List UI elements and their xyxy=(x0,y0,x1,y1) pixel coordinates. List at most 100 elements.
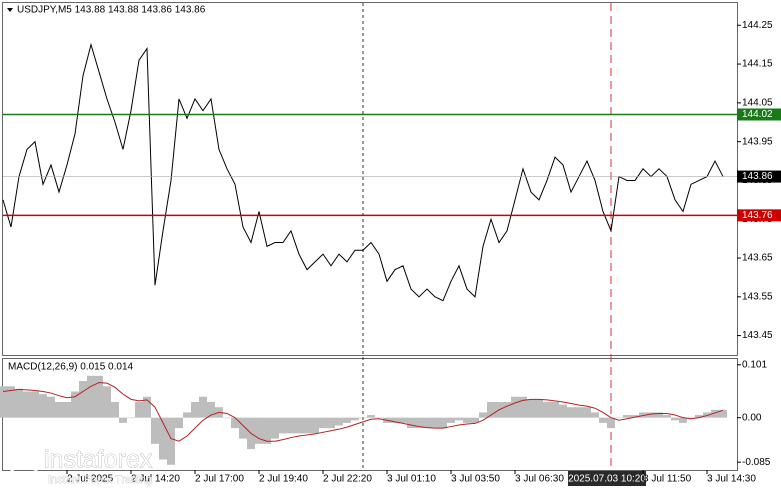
x-tick-label: 3 Jul 11:50 xyxy=(643,474,692,485)
histogram-bar xyxy=(719,409,727,418)
level-label: 144.02 xyxy=(742,109,773,120)
histogram-bar xyxy=(623,415,631,418)
histogram-bar xyxy=(31,391,39,418)
histogram-bar xyxy=(711,409,719,418)
histogram-bar xyxy=(399,417,407,423)
histogram-bar xyxy=(135,401,143,418)
histogram-bar xyxy=(431,417,439,429)
histogram-bar xyxy=(639,412,647,418)
histogram-bar xyxy=(551,401,559,418)
signal-line xyxy=(2,382,724,442)
histogram-bar xyxy=(535,399,543,418)
x-tick-label: 3 Jul 01:10 xyxy=(387,474,436,485)
histogram-bar xyxy=(63,401,71,418)
histogram-bar xyxy=(567,407,575,418)
histogram-bar xyxy=(335,417,343,426)
histogram-bar xyxy=(47,396,55,418)
x-tick-label: 2 Jul 22:20 xyxy=(323,474,372,485)
histogram-bar xyxy=(575,407,583,418)
histogram-bar xyxy=(71,391,79,418)
histogram-bar xyxy=(503,401,511,418)
menu-triangle xyxy=(7,8,13,12)
histogram-bar xyxy=(367,415,375,418)
last-price-bg xyxy=(737,170,781,183)
watermark: instaforex Instant Forex Trading xyxy=(8,445,153,486)
histogram-bar xyxy=(455,417,463,421)
histogram-bar xyxy=(55,401,63,418)
histogram-bar xyxy=(687,417,695,419)
price-line xyxy=(2,42,724,302)
histogram-bar xyxy=(0,386,7,418)
histogram-bar xyxy=(375,417,383,419)
x-tick-label: 3 Jul 03:50 xyxy=(451,474,500,485)
histogram-bar xyxy=(95,375,103,418)
histogram-bar xyxy=(103,386,111,418)
histogram-bar xyxy=(279,417,287,434)
y-tick-label: 143.55 xyxy=(742,291,773,302)
y-tick-label: 0.00 xyxy=(742,412,762,423)
histogram-bar xyxy=(183,412,191,418)
histogram-bar xyxy=(311,417,319,434)
y-tick-label: 144.15 xyxy=(742,59,773,70)
histogram-bar xyxy=(543,401,551,418)
y-tick-label: 144.05 xyxy=(742,97,773,108)
histogram-bar xyxy=(15,388,23,418)
histogram-bar xyxy=(151,417,159,444)
histogram-bar xyxy=(415,417,423,429)
histogram-bar xyxy=(7,386,15,418)
histogram-bar xyxy=(143,396,151,418)
watermark-brand: instaforex xyxy=(44,446,153,474)
y-tick-label: -0.085 xyxy=(742,457,771,468)
histogram-bar xyxy=(663,415,671,418)
histogram-bar xyxy=(423,417,431,429)
histogram-bar xyxy=(655,412,663,418)
histogram-bar xyxy=(223,417,231,419)
x-tick-label: 2 Jul 14:20 xyxy=(131,474,180,485)
histogram-bar xyxy=(695,415,703,418)
histogram-bar xyxy=(231,417,239,429)
x-tick-label: 2 Jul 19:40 xyxy=(259,474,308,485)
histogram-bar xyxy=(359,417,367,419)
histogram-bar xyxy=(519,396,527,418)
histogram-bar xyxy=(407,417,415,429)
histogram-bar xyxy=(463,417,471,423)
histogram-bar xyxy=(239,417,247,439)
histogram-bar xyxy=(559,404,567,418)
x-tick-label: 3 Jul 06:30 xyxy=(515,474,564,485)
histogram-bar xyxy=(671,417,679,421)
histogram-bar xyxy=(511,396,519,418)
histogram-bar xyxy=(23,391,31,418)
histogram-bar xyxy=(255,417,263,444)
level-label-bg xyxy=(737,108,781,121)
y-tick-label: 143.95 xyxy=(742,136,773,147)
histogram-bar xyxy=(127,417,135,419)
x-tick-label: 2 Jul 17:00 xyxy=(195,474,244,485)
y-tick-label: 0.101 xyxy=(742,359,767,370)
histogram-bar xyxy=(439,417,447,429)
level-label-bg xyxy=(737,209,781,222)
histogram-bar xyxy=(111,401,119,418)
level-label: 143.76 xyxy=(742,210,773,221)
histogram-bar xyxy=(351,417,359,421)
histogram-bar xyxy=(631,415,639,418)
histogram-bar xyxy=(615,417,623,419)
macd-title: MACD(12,26,9) 0.015 0.014 xyxy=(8,362,134,373)
histogram-bar xyxy=(583,407,591,418)
histogram-bar xyxy=(447,417,455,423)
histogram-bar xyxy=(527,399,535,418)
histogram-bar xyxy=(599,417,607,423)
histogram-bar xyxy=(391,417,399,423)
last-price-label: 143.86 xyxy=(742,171,773,182)
watermark-tagline: Instant Forex Trading xyxy=(48,474,152,486)
logo-dot xyxy=(19,458,29,468)
y-tick-label: 143.45 xyxy=(742,330,773,341)
histogram-bar xyxy=(271,417,279,439)
histogram-bar xyxy=(87,375,95,418)
histogram-bar xyxy=(79,381,87,418)
histogram-bar xyxy=(175,417,183,429)
cursor-label-bg xyxy=(568,471,646,486)
histogram-bar xyxy=(191,401,199,418)
